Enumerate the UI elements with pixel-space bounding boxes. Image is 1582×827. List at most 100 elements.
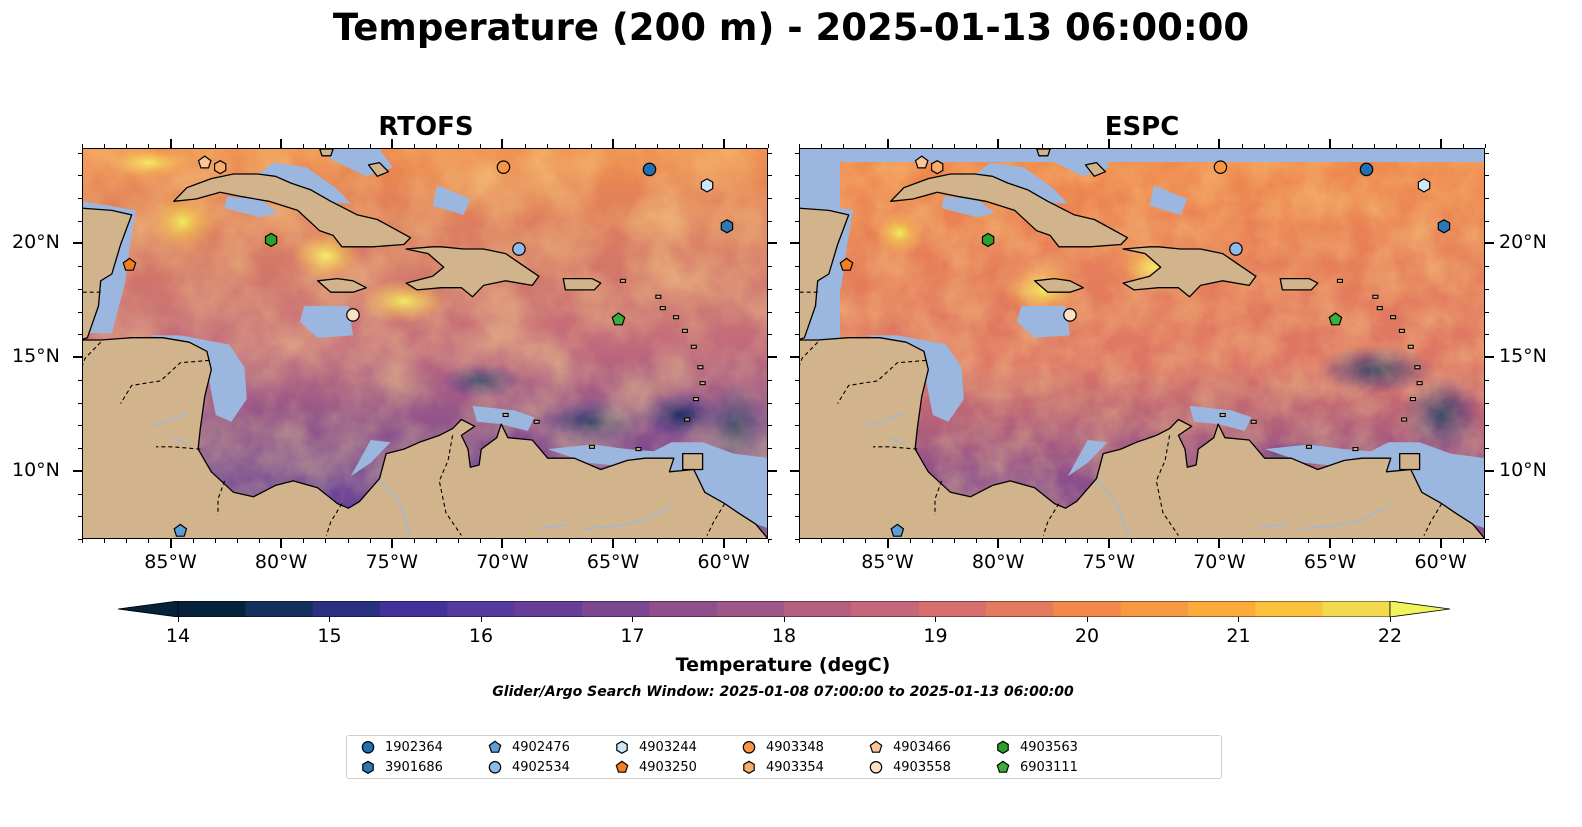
panel-title-rtofs: RTOFS [378,112,474,142]
float-marker-4903563 [264,232,278,248]
land-yucatan [800,207,850,340]
lat-tick-right [768,469,777,472]
lon-tick-bottom [1218,539,1221,548]
lon-minor-tick [1153,144,1155,148]
lon-tick-top [169,139,172,148]
small-island [635,447,642,452]
lon-minor-tick [82,144,83,148]
lon-minor-tick [1374,539,1376,543]
colorbar-tick-label: 15 [317,625,342,647]
legend-entry-4903466: 4903466 [869,737,951,757]
lat-minor-tick [795,266,799,268]
colorbar-under-extend [117,600,179,618]
lon-tick-bottom [280,539,283,548]
float-marker-4903244 [700,178,714,193]
lat-minor-tick [1485,493,1489,495]
lon-minor-tick [480,539,482,543]
lon-minor-tick [635,539,637,543]
float-marker-4903250 [839,257,854,271]
legend-marker-4903563 [997,740,1009,754]
lat-minor-tick [78,220,82,222]
lon-tick-top [280,139,283,148]
colorbar-tick [1086,617,1088,622]
lon-minor-tick [976,539,978,543]
lon-minor-tick [1352,539,1354,543]
lon-tick-bottom [1439,539,1442,548]
lon-tick-bottom [612,539,615,548]
lat-minor-tick [795,539,799,540]
small-island [659,306,666,311]
legend-entry-4903558: 4903558 [869,757,951,777]
float-markers [122,155,734,537]
legend-marker-4902476 [488,740,502,753]
float-marker-4903558 [346,308,360,322]
small-island [1219,412,1226,418]
espc-domain-edge-top [800,149,1484,162]
panel-title-espc: ESPC [1104,112,1180,142]
pentagon-marker-icon [615,760,629,773]
legend-label: 4903348 [766,739,824,755]
lat-minor-tick [1485,425,1489,427]
colorbar [117,600,1451,618]
lon-tick-bottom [390,539,393,548]
legend-entry-4902476: 4902476 [488,737,570,757]
lon-minor-tick [1042,539,1044,543]
small-island [699,381,706,386]
lon-minor-tick [953,539,955,543]
map-panel-espc[interactable] [799,148,1485,539]
lat-tick-label-right: 10°N [1499,458,1547,481]
float-marker-3901686 [1437,219,1451,234]
map-panel-rtofs[interactable] [82,148,768,539]
small-island [1372,294,1379,299]
lon-minor-tick [458,144,460,148]
legend-marker-4903250 [615,760,629,773]
lon-tick-label: 65°W [1303,551,1357,573]
lat-minor-tick [1485,198,1489,199]
lon-minor-tick [1197,144,1199,148]
lon-tick-top [886,139,889,148]
lat-minor-tick [795,516,799,518]
lon-minor-tick [214,539,216,543]
lat-tick-left [73,242,82,245]
legend-marker-1902364 [361,741,375,754]
colorbar-segment [716,601,785,617]
lat-minor-tick [78,425,82,427]
lon-minor-tick [768,539,769,543]
lon-minor-tick [236,144,238,148]
colorbar-tick [1389,617,1391,622]
colorbar-segment [380,601,448,617]
lat-minor-tick [795,152,799,154]
lon-minor-tick [657,539,659,543]
lon-minor-tick [325,144,327,148]
lon-minor-tick [799,539,800,543]
figure-title: Temperature (200 m) - 2025-01-13 06:00:0… [332,6,1250,49]
small-island [697,365,704,370]
lon-minor-tick [104,144,106,148]
lon-minor-tick [303,144,305,148]
float-marker-4903354 [931,160,944,175]
lat-minor-tick [795,379,799,381]
lat-tick-left [790,356,799,359]
lon-minor-tick [701,539,703,543]
lat-minor-tick [768,379,772,381]
land-centralAm [800,337,1484,538]
lon-minor-tick [799,144,800,148]
lat-tick-right [1485,469,1494,472]
lat-minor-tick [768,266,772,268]
lon-minor-tick [909,539,911,543]
search-window-note: Glider/Argo Search Window: 2025-01-08 07… [492,684,1074,700]
lon-tick-bottom [722,539,725,548]
legend-label: 4903558 [893,759,951,775]
lat-tick-right [768,356,777,359]
small-island [588,444,596,449]
land-cuba [173,173,412,248]
lat-tick-left [73,469,82,472]
lon-minor-tick [1485,539,1486,543]
lat-minor-tick [78,402,82,404]
lon-tick-bottom [169,539,172,548]
lon-minor-tick [1241,144,1243,148]
lon-tick-label: 85°W [144,551,197,573]
hexagon-marker-icon [997,740,1009,754]
small-island [1376,306,1383,311]
lat-minor-tick [768,220,772,222]
